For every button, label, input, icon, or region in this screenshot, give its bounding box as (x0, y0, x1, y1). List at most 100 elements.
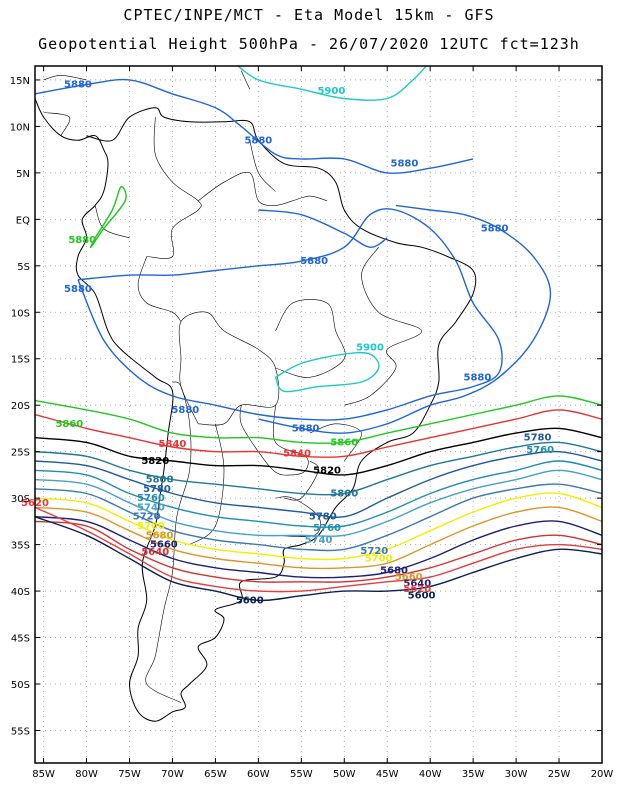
contour-label: 5880 (464, 372, 492, 383)
lon-tick-label: 45W (376, 769, 399, 780)
contour-5680 (35, 506, 602, 570)
political-border (198, 171, 328, 206)
contour-label: 5720 (133, 512, 161, 523)
contour-label: 5880 (64, 284, 92, 295)
contour-label: 5860 (55, 419, 83, 430)
contour-5860 (35, 395, 602, 444)
contour-5740 (35, 469, 602, 538)
contour-label: 5760 (137, 493, 165, 504)
map-frame (34, 65, 603, 764)
lon-tick-label: 40W (419, 769, 442, 780)
contour-label: 5880 (292, 423, 320, 434)
contour-5620 (35, 506, 602, 593)
contour-label: 5640 (141, 547, 169, 558)
contour-label: 5820 (141, 456, 169, 467)
lon-tick-label: 85W (32, 769, 55, 780)
political-border (239, 405, 309, 476)
lon-tick-label: 20W (591, 769, 614, 780)
lat-tick-label: 35S (11, 541, 30, 552)
contour-label: 5860 (330, 437, 358, 448)
contour-5880 (258, 209, 388, 248)
contour-5820 (35, 427, 602, 476)
contour-label: 5680 (146, 530, 174, 541)
contour-5880 (258, 204, 552, 434)
contour-label: 5880 (244, 135, 272, 146)
contour-5900 (236, 66, 428, 101)
lat-tick-label: 50S (11, 680, 30, 691)
contour-label: 5880 (68, 235, 96, 246)
contour-label: 5880 (300, 256, 328, 267)
contour-label: 5760 (313, 523, 341, 534)
contour-label: 5660 (395, 572, 423, 583)
political-border (249, 140, 276, 192)
contour-label: 5760 (526, 445, 554, 456)
lon-tick-label: 30W (505, 769, 528, 780)
contour-label: 5640 (403, 579, 431, 590)
coastlines-and-borders (35, 43, 477, 722)
political-border (189, 423, 225, 545)
lat-tick-label: 5S (17, 262, 30, 273)
contour-5880 (35, 78, 474, 174)
lat-tick-label: 20S (11, 401, 30, 412)
political-border (43, 112, 71, 136)
contour-5900 (274, 351, 380, 393)
contour-5800 (35, 441, 602, 496)
contour-label: 5720 (360, 546, 388, 557)
contour-label: 5700 (365, 554, 393, 565)
contour-label: 5840 (159, 439, 187, 450)
contour-label: 5780 (524, 433, 552, 444)
contour-label: 5840 (283, 449, 311, 460)
lon-tick-label: 65W (204, 769, 227, 780)
lat-tick-label: 15N (10, 76, 30, 87)
contour-label: 5740 (137, 502, 165, 513)
lat-tick-label: 10S (11, 308, 30, 319)
contour-label: 5740 (305, 535, 333, 546)
island-outline (104, 43, 190, 53)
lon-tick-label: 70W (161, 769, 184, 780)
contour-label: 5900 (317, 86, 345, 97)
lat-tick-label: 45S (11, 634, 30, 645)
contour-5700 (35, 492, 602, 561)
political-border (146, 117, 202, 259)
contour-label: 5700 (137, 521, 165, 532)
lat-tick-label: 15S (11, 355, 30, 366)
contour-5880 (77, 208, 503, 421)
contour-label: 5880 (481, 224, 509, 235)
contour-label: 5800 (330, 488, 358, 499)
contour-label: 5800 (146, 475, 174, 486)
lat-tick-label: 10N (10, 122, 30, 133)
lat-tick-label: 55S (11, 726, 30, 737)
lon-tick-label: 25W (548, 769, 571, 780)
contour-5760 (35, 460, 602, 528)
lat-tick-label: 30S (11, 494, 30, 505)
axis-ticks: 15N 10N 5N EQ 5S 10S 15S 20S 25S 30S 35S 40S 45S 50S 5… (10, 66, 614, 780)
height-contours (35, 66, 602, 602)
political-border (344, 247, 422, 406)
south-america-coastline (35, 98, 477, 722)
lon-tick-label: 35W (462, 769, 485, 780)
contour-5780 (35, 450, 602, 518)
contour-label: 5660 (150, 540, 178, 551)
lon-tick-label: 55W (290, 769, 313, 780)
lon-tick-label: 50W (333, 769, 356, 780)
lat-tick-label: 40S (11, 587, 30, 598)
map-title: CPTEC/INPE/MCT - Eta Model 15km - GFS (123, 6, 495, 24)
lat-tick-label: 5N (16, 169, 30, 180)
political-border (275, 496, 321, 537)
political-border (284, 460, 319, 501)
political-border (178, 311, 280, 426)
contour-5640 (35, 520, 602, 583)
lat-tick-label: EQ (16, 215, 30, 226)
political-border (275, 299, 346, 378)
contour-label: 5880 (390, 159, 418, 170)
contour-label: 5780 (309, 512, 337, 523)
contour-label: 5880 (171, 405, 199, 416)
contour-label: 5820 (313, 465, 341, 476)
contour-label: 5900 (356, 343, 384, 354)
political-border (309, 423, 362, 462)
island-outline (240, 70, 251, 90)
island-outline (43, 74, 87, 81)
contour-5660 (35, 516, 602, 579)
lon-tick-label: 60W (247, 769, 270, 780)
